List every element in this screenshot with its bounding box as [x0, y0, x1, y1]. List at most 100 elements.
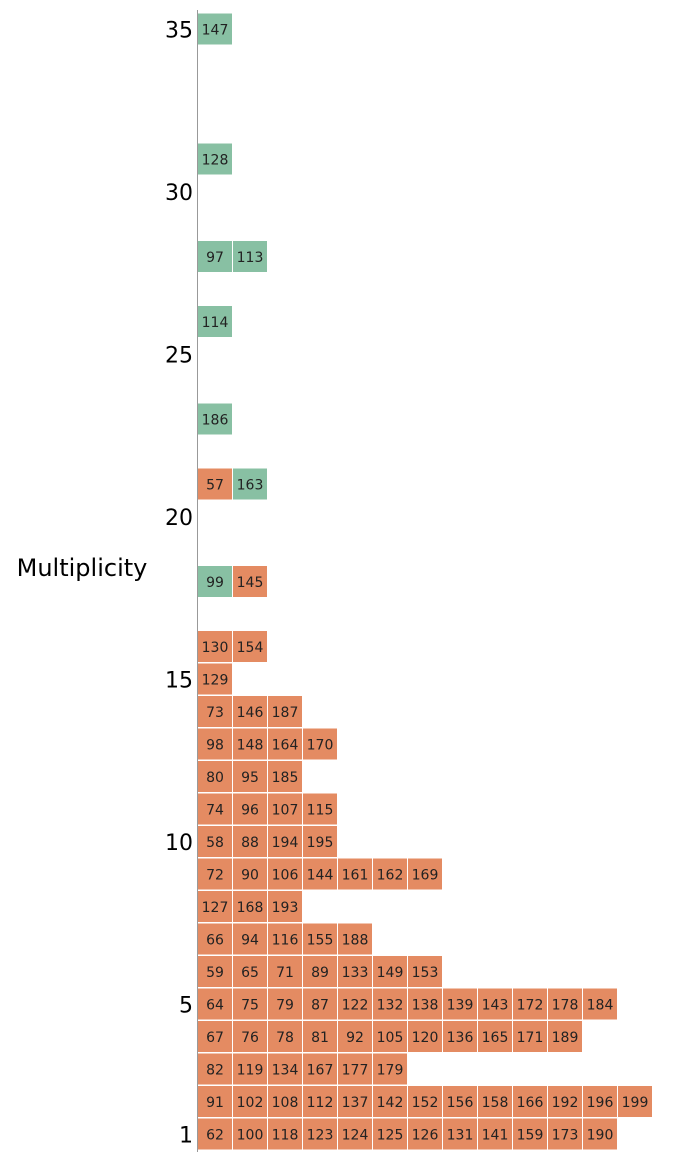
- cell-label: 187: [272, 705, 299, 721]
- cell-label: 105: [377, 1030, 404, 1046]
- cell-box: [443, 1086, 477, 1117]
- cell-box: [268, 761, 302, 792]
- cell-label: 185: [272, 770, 299, 786]
- cell-box: [198, 956, 232, 987]
- cell-box: [198, 566, 232, 597]
- cell-box: [583, 1086, 617, 1117]
- cell-label: 114: [202, 315, 229, 331]
- cell-box: [233, 826, 267, 857]
- cell-label: 88: [241, 835, 259, 851]
- cell-box: [198, 858, 232, 890]
- cell-label: 73: [206, 705, 224, 721]
- cell-label: 79: [276, 998, 294, 1014]
- cell-box: [198, 728, 232, 760]
- cell-box: [233, 241, 267, 272]
- cell-box: [338, 923, 372, 955]
- cell-box: [478, 1086, 512, 1117]
- y-tick-label: 35: [165, 19, 193, 44]
- cell-label: 112: [307, 1095, 334, 1111]
- cell-label: 133: [342, 965, 369, 981]
- cell-box: [233, 1053, 267, 1085]
- cell-box: [268, 728, 302, 760]
- cell-label: 76: [241, 1030, 259, 1046]
- cell-box: [303, 728, 337, 760]
- cell-box: [198, 696, 232, 727]
- cell-label: 134: [272, 1063, 299, 1079]
- cell-box: [198, 13, 232, 45]
- cell-label: 95: [241, 770, 259, 786]
- cell-label: 94: [241, 933, 259, 949]
- y-tick-label: 30: [165, 181, 193, 206]
- y-tick-label: 20: [165, 506, 193, 531]
- cell-box: [198, 1118, 232, 1150]
- cell-box: [408, 858, 442, 890]
- cell-label: 177: [342, 1063, 369, 1079]
- cell-box: [268, 1053, 302, 1085]
- cell-label: 122: [342, 998, 369, 1014]
- cell-box: [233, 1086, 267, 1117]
- cell-box: [233, 566, 267, 597]
- cell-label: 57: [206, 478, 224, 494]
- cell-label: 165: [482, 1030, 509, 1046]
- cell-box: [618, 1086, 652, 1117]
- cell-box: [198, 1053, 232, 1085]
- y-tick-label: 15: [165, 669, 193, 694]
- cell-box: [198, 1021, 232, 1052]
- cell-box: [233, 858, 267, 890]
- cell-box: [198, 403, 232, 435]
- cell-box: [408, 1118, 442, 1150]
- cell-label: 136: [447, 1030, 474, 1046]
- cell-box: [268, 826, 302, 857]
- cell-label: 186: [202, 413, 229, 429]
- cell-label: 156: [447, 1095, 474, 1111]
- cell-box: [268, 891, 302, 922]
- cell-box: [303, 1086, 337, 1117]
- cell-label: 67: [206, 1030, 224, 1046]
- y-tick-label: 5: [179, 994, 193, 1019]
- cell-label: 179: [377, 1063, 404, 1079]
- cell-box: [443, 1118, 477, 1150]
- cell-box: [338, 1086, 372, 1117]
- cell-box: [373, 1118, 407, 1150]
- cell-label: 129: [202, 673, 229, 689]
- cell-label: 155: [307, 933, 334, 949]
- cell-label: 107: [272, 803, 299, 819]
- cell-label: 141: [482, 1128, 509, 1144]
- cell-box: [548, 1118, 582, 1150]
- cell-box: [198, 1086, 232, 1117]
- cell-box: [268, 696, 302, 727]
- cell-label: 82: [206, 1063, 224, 1079]
- cell-label: 125: [377, 1128, 404, 1144]
- cell-box: [198, 761, 232, 792]
- cell-box: [233, 728, 267, 760]
- cell-label: 131: [447, 1128, 474, 1144]
- cell-label: 123: [307, 1128, 334, 1144]
- cell-box: [303, 956, 337, 987]
- cell-box: [373, 1053, 407, 1085]
- cell-box: [198, 826, 232, 857]
- cell-box: [408, 1021, 442, 1052]
- cell-label: 145: [237, 575, 264, 591]
- cell-box: [513, 1021, 547, 1052]
- cell-label: 196: [587, 1095, 614, 1111]
- cell-box: [198, 468, 232, 500]
- cell-label: 172: [517, 998, 544, 1014]
- cell-box: [548, 988, 582, 1020]
- cell-label: 148: [237, 738, 264, 754]
- cell-label: 168: [237, 900, 264, 916]
- cell-label: 65: [241, 965, 259, 981]
- cell-label: 163: [237, 478, 264, 494]
- cell-box: [548, 1086, 582, 1117]
- cell-box: [233, 696, 267, 727]
- cell-label: 71: [276, 965, 294, 981]
- cell-label: 158: [482, 1095, 509, 1111]
- cell-box: [408, 956, 442, 987]
- cell-box: [373, 956, 407, 987]
- cell-label: 100: [237, 1128, 264, 1144]
- cell-label: 59: [206, 965, 224, 981]
- cell-label: 184: [587, 998, 614, 1014]
- cell-box: [233, 923, 267, 955]
- cell-grid: 62 100 118 123 124 125 126 131 141 159 173 190 91 102…: [198, 13, 652, 1150]
- cell-box: [303, 858, 337, 890]
